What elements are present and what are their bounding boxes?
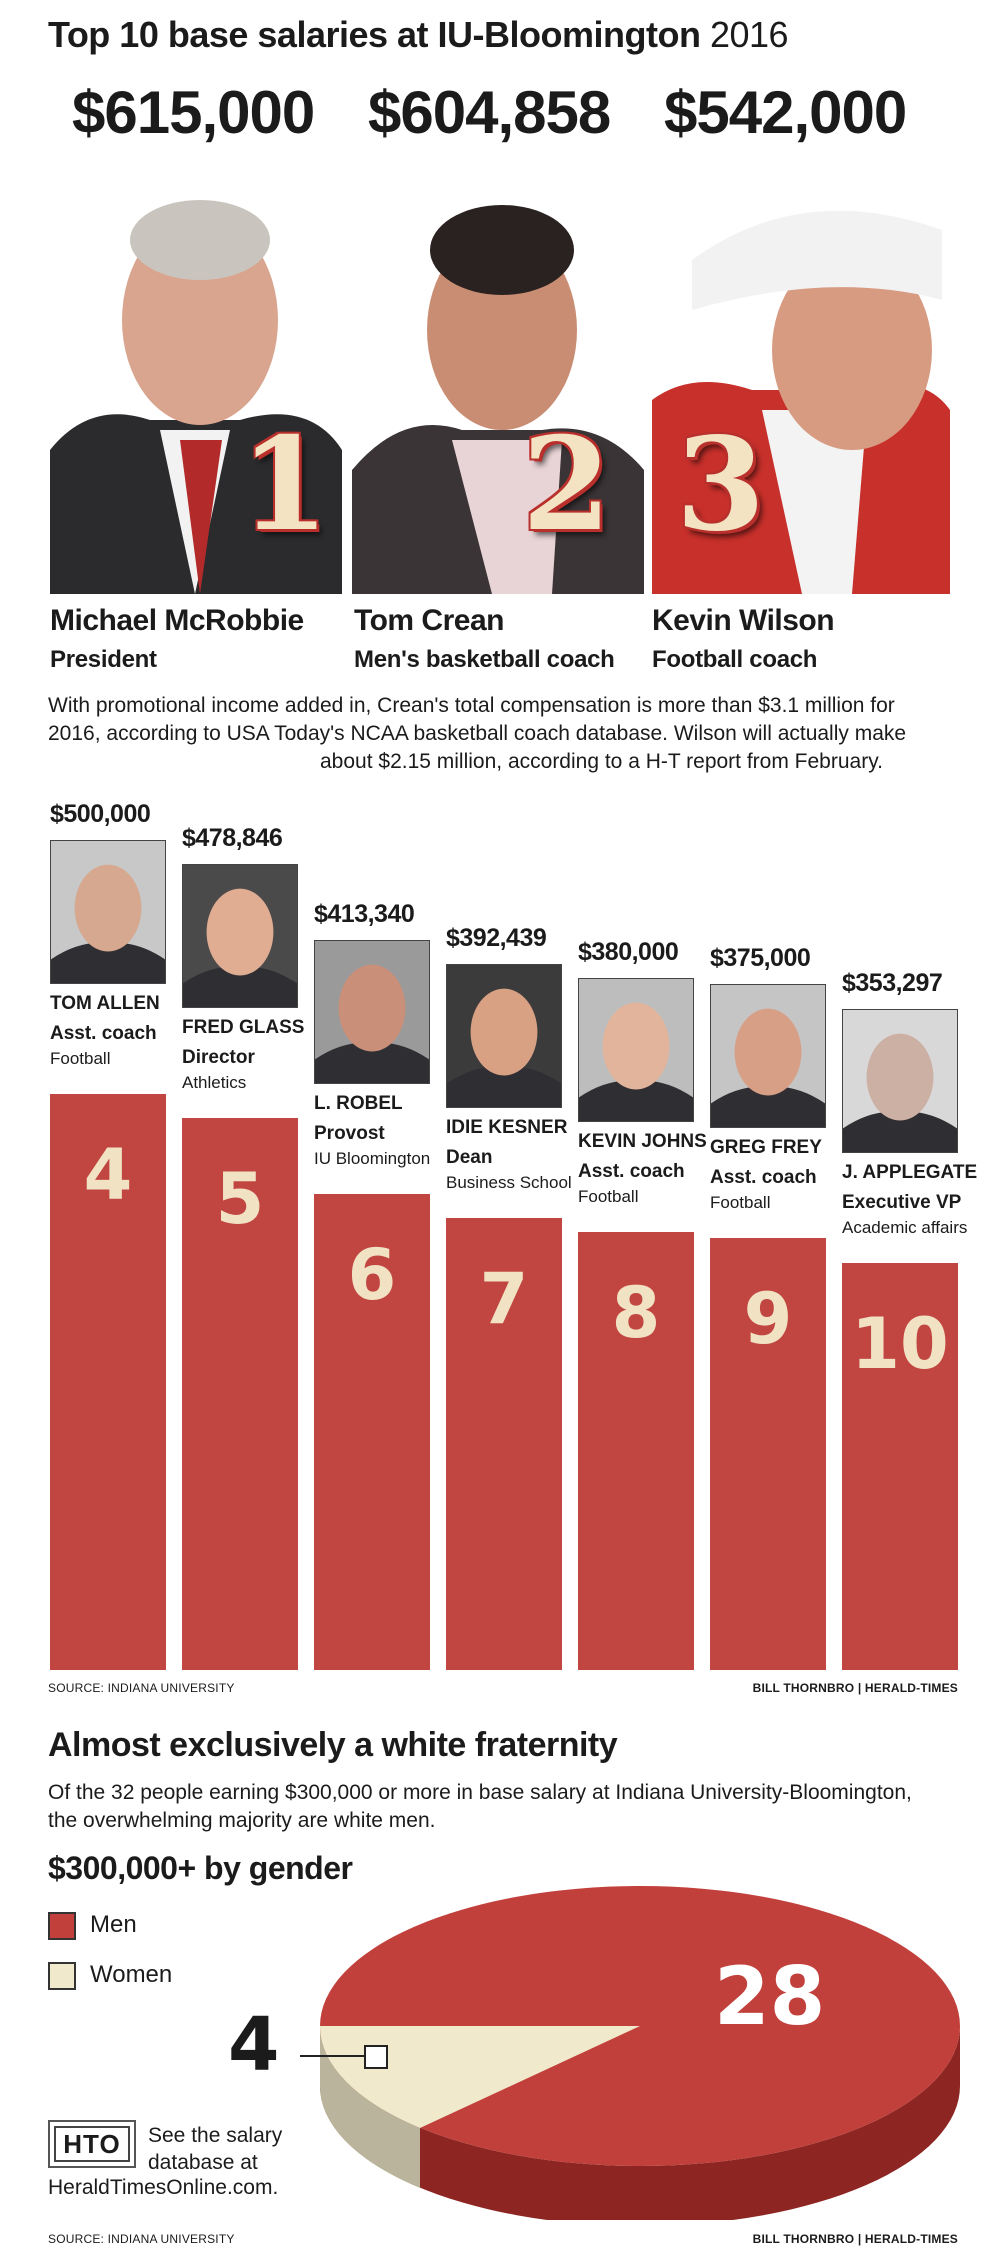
person-photo — [578, 978, 694, 1122]
person-photo — [842, 1009, 958, 1153]
salary-bar — [314, 1194, 430, 1670]
hto-promo-text: See the salary database at — [148, 2122, 282, 2176]
bar-rank-number: 10 — [851, 1303, 949, 1385]
note-line-3: about $2.15 million, according to a H-T … — [320, 750, 883, 773]
role-2: Men's basketball coach — [354, 646, 615, 673]
pie-title: $300,000+ by gender — [48, 1850, 353, 1886]
bar-rank-number: 4 — [83, 1134, 133, 1216]
person-name: IDIE KESNER — [446, 1117, 568, 1138]
person-name: GREG FREY — [710, 1137, 822, 1158]
person-name: J. APPLEGATE — [842, 1162, 978, 1183]
bar-value-label: $375,000 — [710, 944, 811, 972]
salary-2: $604,858 — [368, 79, 611, 146]
pie-side-women — [319, 2026, 420, 2188]
person-photo — [314, 940, 430, 1084]
bar-value-label: $353,297 — [842, 969, 943, 997]
person-department: IU Bloomington — [314, 1149, 431, 1168]
person-photo — [710, 984, 826, 1128]
name-1: Michael McRobbie — [50, 604, 304, 637]
hto-logo[interactable]: HTO — [48, 2120, 136, 2168]
person-department: Athletics — [182, 1073, 247, 1092]
bar-rank-number: 5 — [215, 1158, 265, 1240]
person-title: Dean — [446, 1147, 493, 1168]
person-name: TOM ALLEN — [50, 993, 160, 1014]
person-title: Asst. coach — [578, 1161, 685, 1182]
bottom-source: SOURCE: INDIANA UNIVERSITY — [48, 2232, 235, 2246]
person-title: Executive VP — [842, 1192, 962, 1213]
person-name: L. ROBEL — [314, 1093, 403, 1114]
bar-value-label: $380,000 — [578, 938, 679, 966]
bar-source: SOURCE: INDIANA UNIVERSITY — [48, 1681, 235, 1695]
salary-bar — [842, 1263, 958, 1670]
salary-3: $542,000 — [664, 79, 907, 146]
person-title: Provost — [314, 1123, 385, 1144]
photo-mcrobbie: 1 — [50, 150, 342, 594]
name-2: Tom Crean — [354, 604, 504, 637]
pie-leader-box — [364, 2045, 388, 2069]
person-title: Asst. coach — [50, 1023, 157, 1044]
salary-1: $615,000 — [72, 79, 315, 146]
pie-slice-women — [319, 2026, 640, 2128]
gender-pie-chart — [300, 1886, 960, 2220]
person-department: Business School — [446, 1173, 572, 1192]
bar-credit: BILL THORNBRO | HERALD-TIMES — [752, 1681, 958, 1695]
person-photo — [182, 864, 298, 1008]
note-line-1: With promotional income added in, Crean'… — [48, 694, 895, 717]
pie-label-men: 28 — [714, 1950, 826, 2043]
role-1: President — [50, 646, 157, 673]
rank-2: 2 — [522, 410, 612, 560]
person-photo — [50, 840, 166, 984]
hto-url-link[interactable]: HeraldTimesOnline.com. — [48, 2176, 279, 2199]
bar-rank-number: 7 — [479, 1258, 529, 1340]
section-text-line-2: the overwhelming majority are white men. — [48, 1809, 436, 1832]
legend-swatch-men — [48, 1912, 76, 1940]
legend-label-men: Men — [90, 1911, 137, 1938]
bottom-credit: BILL THORNBRO | HERALD-TIMES — [752, 2232, 958, 2246]
photo-crean: 2 — [352, 150, 644, 594]
person-name: KEVIN JOHNS — [578, 1131, 707, 1152]
salary-bar — [50, 1094, 166, 1670]
salary-bar — [578, 1232, 694, 1670]
bar-rank-number: 8 — [611, 1272, 661, 1354]
person-title: Director — [182, 1047, 255, 1068]
person-name: FRED GLASS — [182, 1017, 305, 1038]
rank-3: 3 — [676, 410, 766, 560]
legend-label-women: Women — [90, 1961, 173, 1988]
pie-label-women: 4 — [228, 2002, 280, 2088]
legend-swatch-women — [48, 1962, 76, 1990]
bar-value-label: $478,846 — [182, 824, 283, 852]
person-title: Asst. coach — [710, 1167, 817, 1188]
compensation-note: With promotional income added in, Crean'… — [48, 692, 948, 776]
section-text: Of the 32 people earning $300,000 or mor… — [48, 1779, 968, 1835]
person-department: Football — [578, 1187, 639, 1206]
hto-line-1: See the salary — [148, 2124, 283, 2147]
hto-logo-text: HTO — [54, 2126, 130, 2162]
person-department: Football — [710, 1193, 771, 1212]
note-line-2: 2016, according to USA Today's NCAA bask… — [48, 722, 907, 745]
bar-rank-number: 9 — [743, 1278, 793, 1360]
title-year: 2016 — [709, 14, 789, 55]
salary-bar — [446, 1218, 562, 1670]
bar-value-label: $500,000 — [50, 800, 151, 828]
photo-wilson: 3 — [652, 150, 950, 594]
bar-rank-number: 6 — [347, 1234, 397, 1316]
pie-side-men — [320, 2026, 960, 2220]
person-department: Academic affairs — [842, 1218, 968, 1237]
page-title: Top 10 base salaries at IU-Bloomington 2… — [48, 14, 789, 56]
title-main: Top 10 base salaries at IU-Bloomington — [48, 14, 701, 55]
role-3: Football coach — [652, 646, 818, 673]
person-department: Football — [50, 1049, 111, 1068]
bar-value-label: $392,439 — [446, 924, 547, 952]
bar-value-label: $413,340 — [314, 900, 415, 928]
rank-1: 1 — [240, 410, 330, 560]
name-3: Kevin Wilson — [652, 604, 835, 637]
hto-line-2: database at — [148, 2151, 258, 2174]
person-photo — [446, 964, 562, 1108]
salary-bar — [710, 1238, 826, 1670]
salary-bar — [182, 1118, 298, 1670]
section-title: Almost exclusively a white fraternity — [48, 1726, 618, 1764]
section-text-line-1: Of the 32 people earning $300,000 or mor… — [48, 1781, 912, 1804]
